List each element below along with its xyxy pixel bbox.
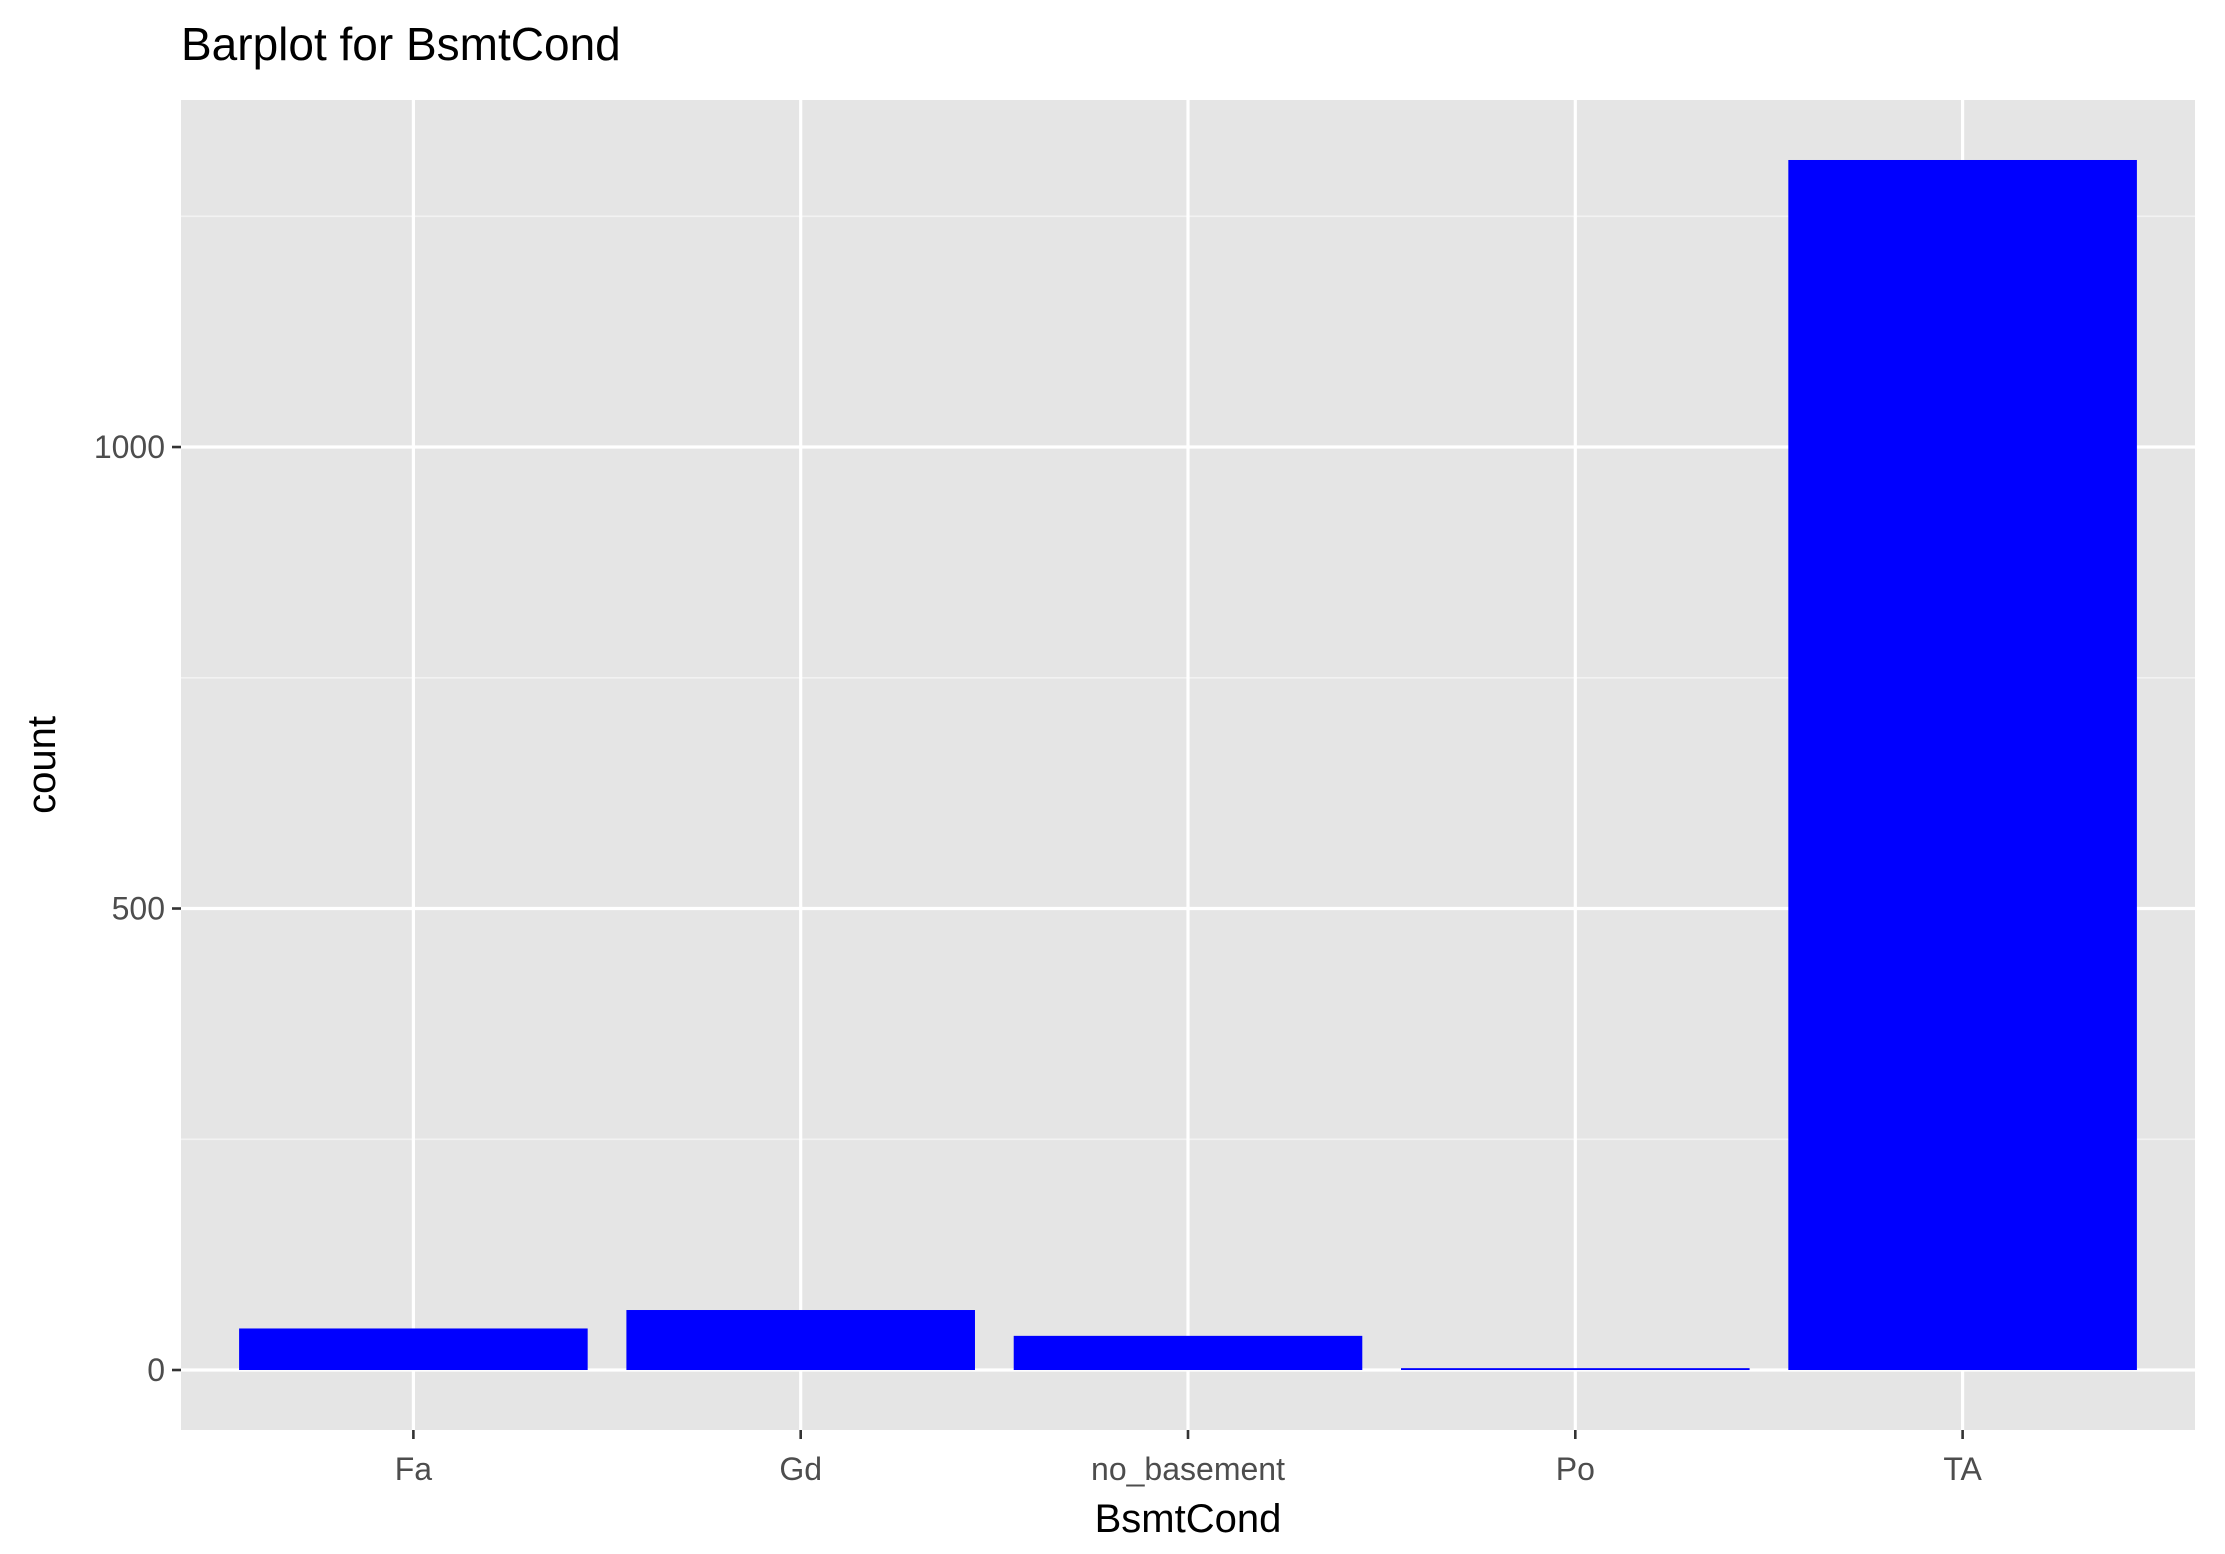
y-tick-label: 500 <box>112 891 165 927</box>
chart-title: Barplot for BsmtCond <box>181 18 621 70</box>
bar-gd <box>626 1310 975 1371</box>
y-tick-label: 0 <box>147 1352 165 1388</box>
x-tick-label: TA <box>1943 1451 1982 1487</box>
x-axis-title: BsmtCond <box>1095 1497 1282 1541</box>
x-tick-label: Fa <box>395 1451 433 1487</box>
y-tick-label: 1000 <box>94 429 165 465</box>
bar-fa <box>239 1328 588 1371</box>
bars <box>239 159 2137 1371</box>
x-axis: Fa Gd no_basement Po TA <box>395 1430 1983 1487</box>
y-axis-title: count <box>20 716 64 814</box>
y-axis: 0 500 1000 <box>94 429 181 1388</box>
x-tick-label: Gd <box>779 1451 822 1487</box>
bar-ta <box>1788 159 2137 1371</box>
bar-no-basement <box>1013 1335 1363 1371</box>
x-tick-label: Po <box>1556 1451 1595 1487</box>
x-tick-label: no_basement <box>1091 1451 1285 1487</box>
bar-po <box>1401 1368 1750 1371</box>
